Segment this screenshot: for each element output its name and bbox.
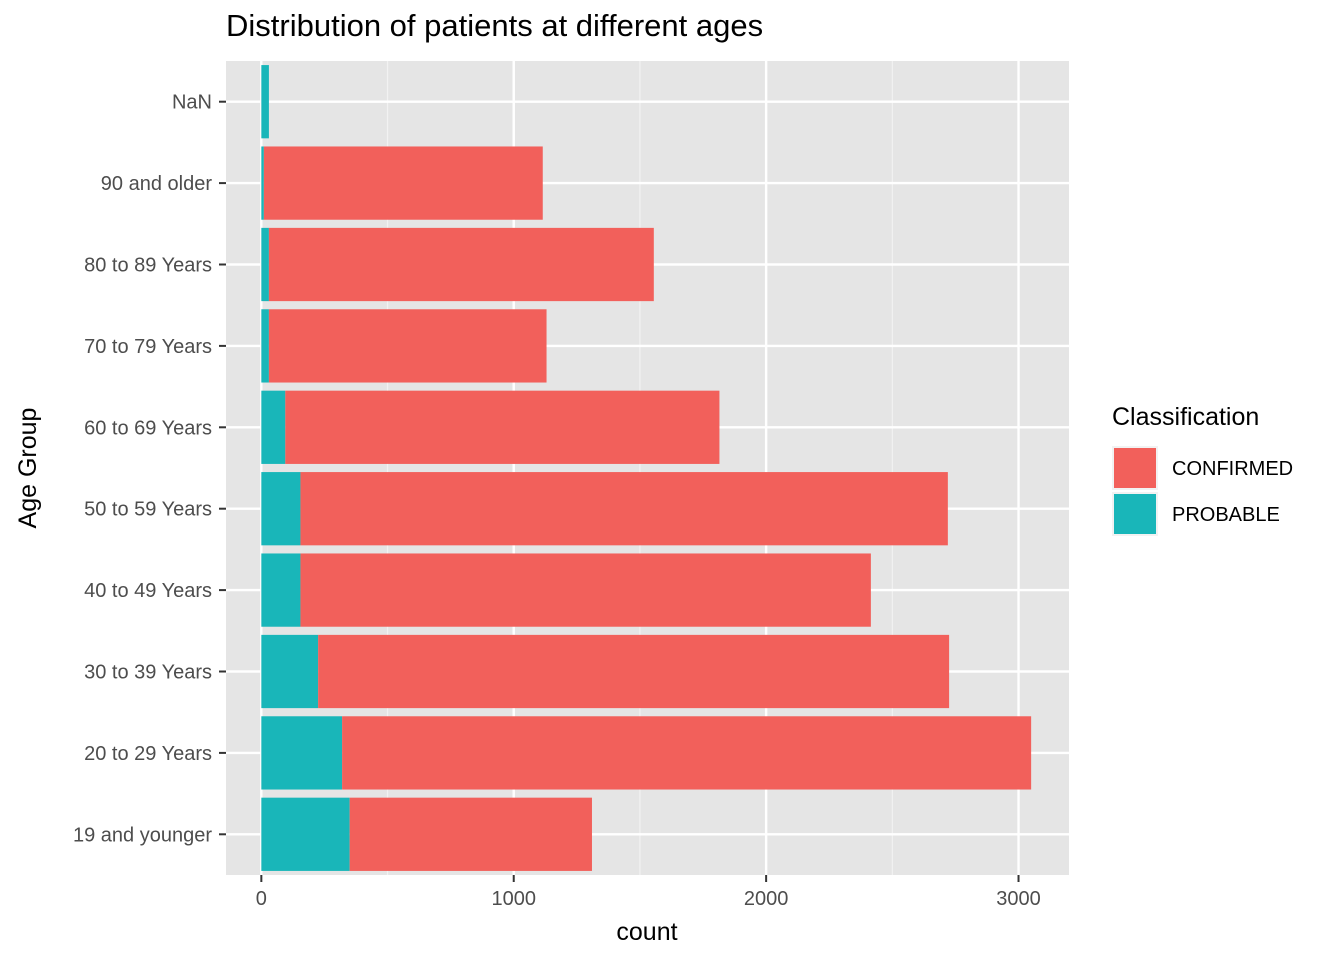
y-tick-label: 40 to 49 Years [84,580,212,602]
x-axis-title: count [616,918,677,946]
bar-probable [261,65,269,139]
bar-probable [261,390,286,464]
bar-confirmed [263,146,543,220]
bar-probable [261,553,301,627]
x-tick-label: 0 [256,888,267,910]
bar-probable [261,716,343,790]
bar-probable [261,472,301,546]
x-tick-label: 1000 [491,888,536,910]
y-tick-label: 90 and older [101,173,213,195]
bar-confirmed [300,472,948,546]
bar-confirmed [300,553,871,627]
y-tick-label: 19 and younger [73,824,212,846]
bar-confirmed [285,390,720,464]
bar-confirmed [342,716,1032,790]
y-tick-label: 60 to 69 Years [84,417,212,439]
x-tick-label: 2000 [744,888,789,910]
y-tick-label: 20 to 29 Years [84,743,212,765]
y-tick-label: 50 to 59 Years [84,499,212,521]
bar-confirmed [268,309,547,383]
legend-title: Classification [1112,403,1259,431]
y-tick-label: 80 to 89 Years [84,255,212,277]
bar-confirmed [318,634,950,709]
bar-probable [261,227,269,302]
y-tick-label: 70 to 79 Years [84,336,212,358]
legend-label: PROBABLE [1172,504,1280,526]
legend-label: CONFIRMED [1172,458,1293,480]
legend-swatch [1114,448,1156,488]
bar-confirmed [349,797,592,871]
chart-title: Distribution of patients at different ag… [226,8,764,43]
bar-probable [261,797,350,871]
bar-confirmed [268,227,654,302]
bar-probable [261,309,269,383]
x-tick-label: 3000 [996,888,1041,910]
y-tick-label: NaN [172,92,212,114]
y-axis-title: Age Group [14,408,42,529]
legend-swatch [1114,494,1156,534]
legend: Classification CONFIRMED PROBABLE [1112,403,1293,536]
bar-probable [261,634,319,709]
x-axis: 0 1000 2000 3000 [256,875,1041,910]
bar-probable [261,146,264,220]
y-tick-label: 30 to 39 Years [84,662,212,684]
bars [261,65,1032,871]
y-axis: 19 and younger 20 to 29 Years 30 to 39 Yea… [73,92,226,846]
